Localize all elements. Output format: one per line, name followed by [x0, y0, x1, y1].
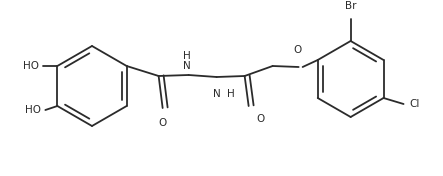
Text: O: O	[159, 118, 167, 128]
Text: O: O	[294, 45, 302, 55]
Text: HO: HO	[25, 105, 41, 115]
Text: HO: HO	[23, 61, 39, 71]
Text: H: H	[227, 89, 234, 99]
Text: Cl: Cl	[409, 99, 420, 109]
Text: H: H	[183, 51, 190, 61]
Text: N: N	[213, 89, 221, 99]
Text: N: N	[183, 61, 190, 71]
Text: O: O	[256, 114, 265, 124]
Text: Br: Br	[345, 1, 356, 11]
